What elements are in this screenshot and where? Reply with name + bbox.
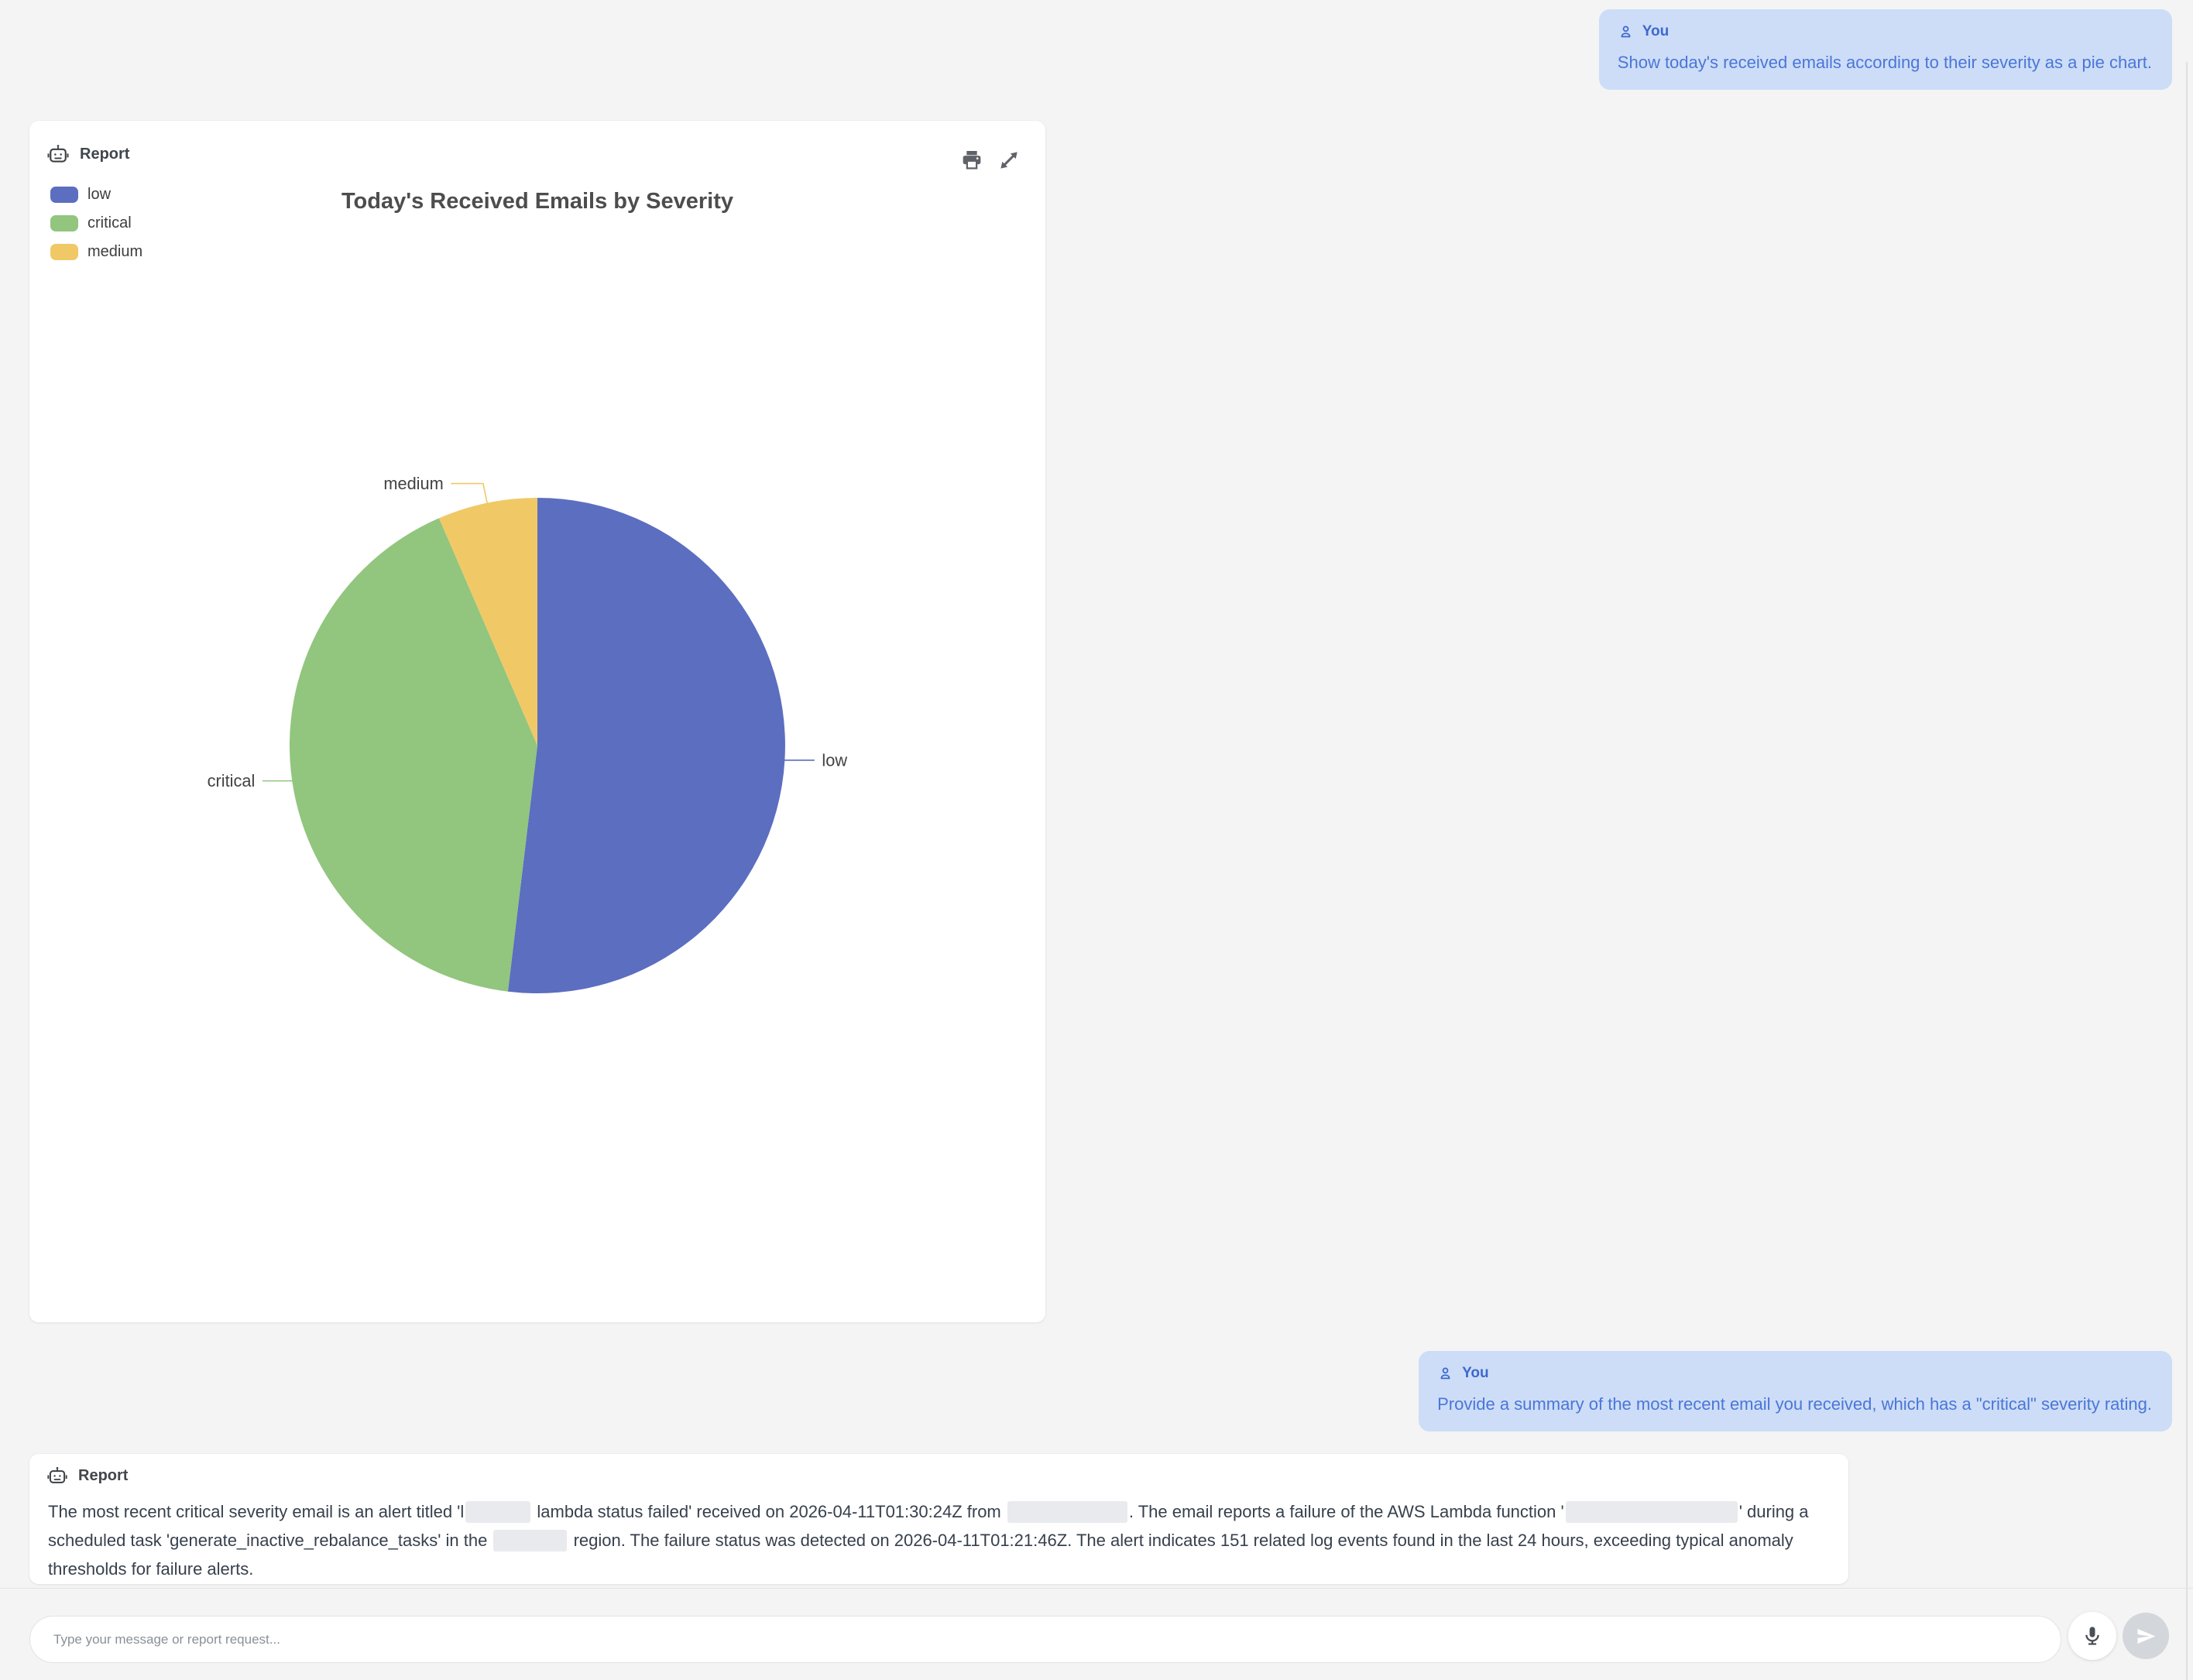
- legend-item-critical[interactable]: critical: [50, 214, 142, 232]
- pie-label-medium: medium: [383, 474, 443, 493]
- user-message-bubble: You Provide a summary of the most recent…: [1419, 1351, 2172, 1431]
- message-author: You: [1462, 1365, 1489, 1381]
- legend-item-low[interactable]: low: [50, 186, 142, 204]
- bubble-header: You: [1437, 1365, 2152, 1382]
- legend-label: critical: [88, 214, 132, 231]
- person-icon: [1621, 25, 1631, 37]
- redacted-text: [493, 1530, 568, 1551]
- pie-leader-line-medium: [451, 482, 489, 506]
- send-icon: [2136, 1628, 2155, 1644]
- message-author: You: [1642, 23, 1670, 39]
- pie-slice-medium[interactable]: [438, 498, 537, 746]
- report-label: Report: [80, 145, 130, 163]
- pie-label-low: low: [822, 750, 847, 770]
- report-chart-card: Report low critical medium Today's Receive…: [29, 121, 1045, 1322]
- scrollbar-track[interactable]: [2186, 62, 2188, 1680]
- robot-icon: [47, 1466, 67, 1483]
- pie-slice-critical[interactable]: [289, 518, 537, 992]
- report-summary-card: Report The most recent critical severity…: [29, 1454, 1848, 1584]
- redacted-text: [465, 1501, 531, 1523]
- chart-title: Today's Received Emails by Severity: [341, 189, 734, 214]
- report-label: Report: [78, 1466, 129, 1484]
- composer-divider: [0, 1588, 2193, 1589]
- redacted-text: [1007, 1501, 1127, 1523]
- expand-button[interactable]: [996, 147, 1022, 173]
- message-text: Show today's received emails according t…: [1617, 53, 2152, 72]
- legend-swatch-critical: [50, 215, 78, 231]
- legend-label: low: [88, 186, 112, 203]
- bubble-header: You: [1618, 23, 2152, 40]
- summary-paragraph: The most recent critical severity email …: [48, 1501, 1809, 1579]
- robot-icon: [47, 145, 69, 163]
- send-button[interactable]: [2123, 1613, 2169, 1659]
- user-message-bubble: You Show today's received emails accordi…: [1598, 9, 2172, 90]
- legend-swatch-low: [50, 187, 78, 203]
- report-card-actions: [959, 147, 1022, 173]
- message-input[interactable]: [29, 1616, 2061, 1663]
- pie-label-critical: critical: [208, 771, 256, 790]
- mic-button[interactable]: [2068, 1612, 2116, 1660]
- print-icon: [963, 151, 981, 170]
- person-icon: [1440, 1366, 1450, 1379]
- legend-label: medium: [88, 243, 143, 260]
- print-button[interactable]: [959, 147, 985, 173]
- pie-slice-low[interactable]: [507, 498, 785, 993]
- report-card-header: Report: [46, 142, 129, 166]
- chart-legend: low critical medium: [50, 186, 142, 261]
- microphone-icon: [2085, 1627, 2099, 1645]
- redacted-text: [1565, 1501, 1738, 1523]
- legend-item-medium[interactable]: medium: [50, 243, 142, 261]
- report-card-header: Report: [46, 1465, 128, 1486]
- expand-icon: [1000, 152, 1018, 169]
- pie-chart: low critical medium: [208, 474, 847, 993]
- message-text: Provide a summary of the most recent ema…: [1437, 1394, 2152, 1414]
- legend-swatch-medium: [50, 244, 78, 260]
